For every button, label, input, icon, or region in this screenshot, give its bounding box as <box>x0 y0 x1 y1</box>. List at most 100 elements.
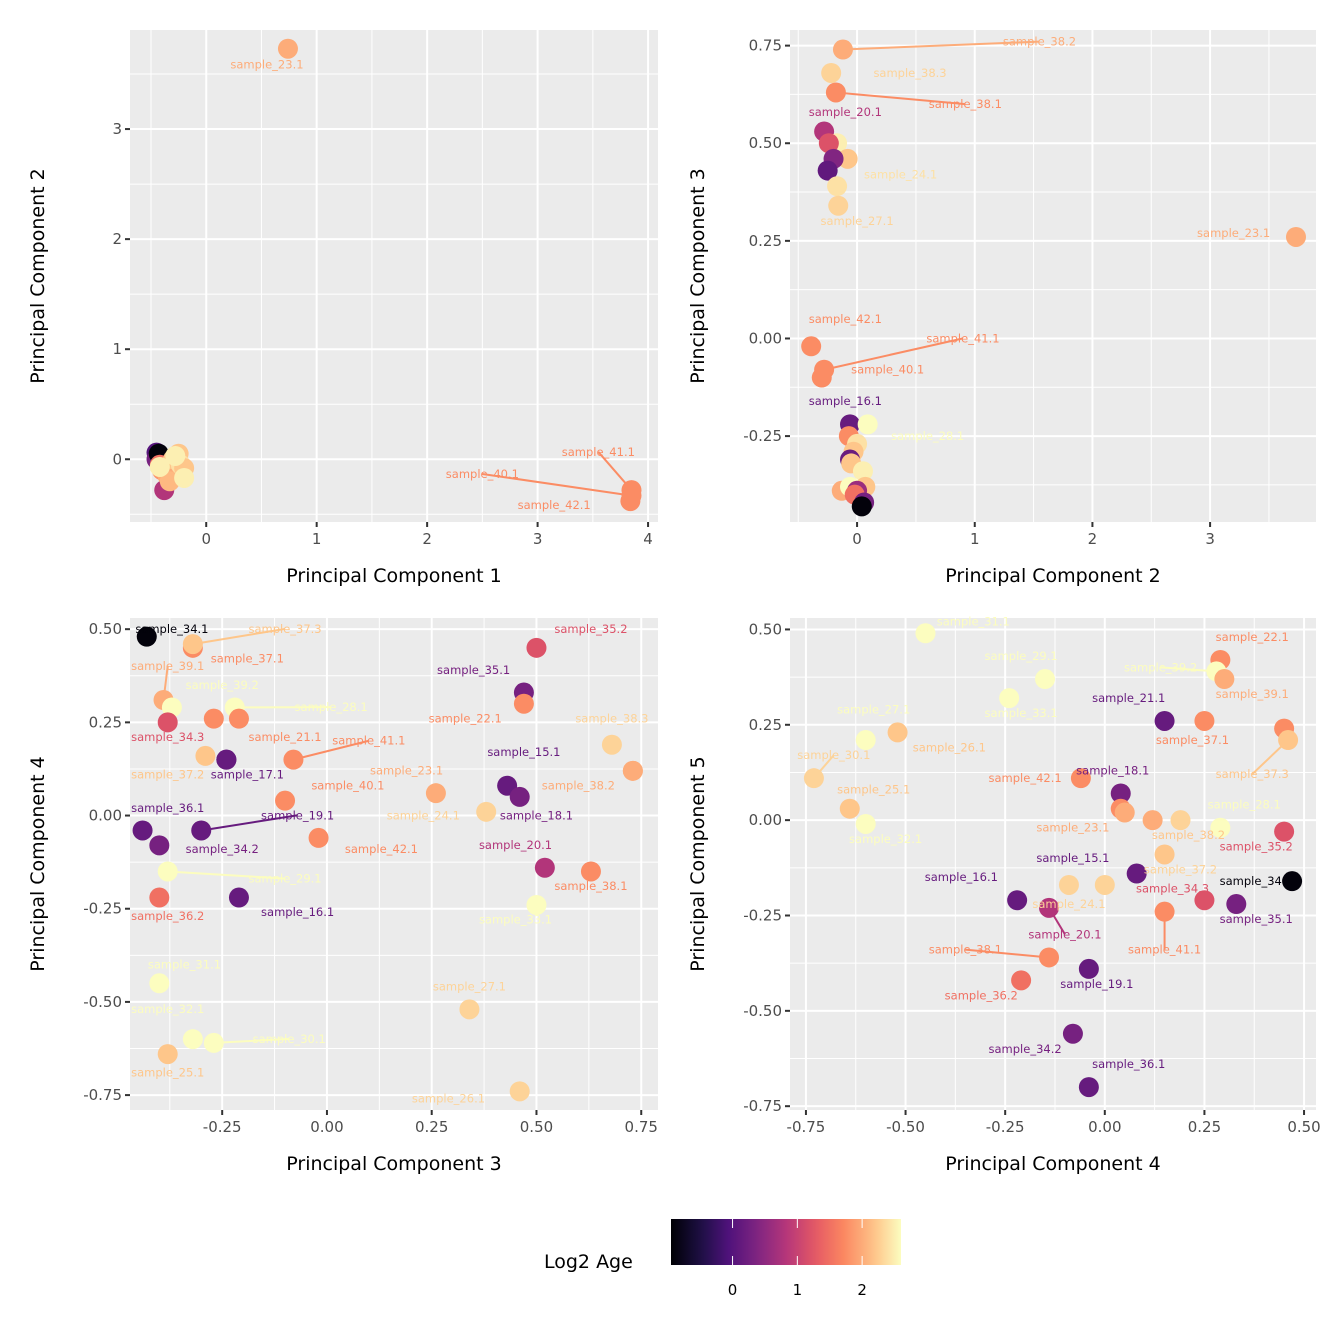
point-label: sample_38.3 <box>873 66 946 80</box>
data-point <box>855 730 876 751</box>
label-segment <box>482 472 632 497</box>
point-label: sample_28.1 <box>891 429 964 443</box>
y-tick-label: 3 <box>112 120 122 138</box>
x-tick-label: 1 <box>312 530 322 548</box>
point-label: sample_39.1 <box>131 659 204 673</box>
data-point <box>1142 810 1163 831</box>
y-tick-label: 0 <box>112 450 122 468</box>
point-label: sample_26.1 <box>412 1092 485 1106</box>
legend-tick-label: 1 <box>793 1281 803 1299</box>
data-point <box>526 637 547 658</box>
point-label: sample_38.2 <box>1003 35 1076 49</box>
point-label: sample_29.1 <box>985 649 1058 663</box>
point-label: sample_24.1 <box>387 808 460 822</box>
y-tick-label: 0.00 <box>89 807 122 825</box>
data-point <box>509 1081 530 1102</box>
label-segment <box>293 739 370 761</box>
point-label: sample_16.1 <box>925 870 998 884</box>
point-label: sample_23.1 <box>370 764 443 778</box>
data-point <box>1194 710 1215 731</box>
data-point <box>1285 226 1306 247</box>
y-tick-label: 0.25 <box>749 716 782 734</box>
point-label: sample_42.1 <box>989 771 1062 785</box>
point-label: sample_36.2 <box>131 909 204 923</box>
x-tick-label: -0.75 <box>787 1118 826 1136</box>
plot-background <box>130 618 658 1110</box>
data-point <box>818 133 839 154</box>
data-point <box>817 160 838 181</box>
data-point <box>1154 710 1175 731</box>
y-axis-title: Principal Component 4 <box>27 756 49 971</box>
point-label: sample_34.3 <box>131 730 204 744</box>
x-tick-label: -0.50 <box>886 1118 925 1136</box>
data-point <box>1154 901 1175 922</box>
label-segment <box>213 1037 290 1044</box>
data-point <box>821 62 842 83</box>
point-label: sample_37.1 <box>211 652 284 666</box>
point-label: sample_41.1 <box>332 734 405 748</box>
data-point <box>1039 947 1060 968</box>
label-segment <box>167 870 286 880</box>
data-point <box>425 783 446 804</box>
point-label: sample_18.1 <box>500 808 573 822</box>
data-point <box>1126 863 1147 884</box>
y-tick-label: 0.25 <box>89 713 122 731</box>
point-label: sample_16.1 <box>261 905 334 919</box>
data-point <box>1170 810 1191 831</box>
y-tick-label: 0.00 <box>749 329 782 347</box>
point-label: sample_33.1 <box>479 913 552 927</box>
point-label: sample_22.1 <box>429 711 502 725</box>
point-label: sample_38.3 <box>575 711 648 725</box>
data-point <box>203 708 224 729</box>
data-point <box>277 38 298 59</box>
x-axis-title: Principal Component 2 <box>945 565 1160 587</box>
x-axis-title: Principal Component 1 <box>286 565 501 587</box>
data-point <box>801 336 822 357</box>
point-label: sample_27.1 <box>837 702 910 716</box>
point-label: sample_37.2 <box>131 767 204 781</box>
x-tick-label: -0.25 <box>986 1118 1025 1136</box>
y-tick-label: 0.00 <box>749 811 782 829</box>
point-label: sample_26.1 <box>913 740 986 754</box>
label-segment <box>835 91 966 106</box>
point-label: sample_24.1 <box>864 167 937 181</box>
point-label: sample_23.1 <box>1036 821 1109 835</box>
data-point <box>1114 802 1135 823</box>
y-axis-title: Principal Component 2 <box>27 168 49 383</box>
point-label: sample_28.1 <box>295 700 368 714</box>
data-point <box>174 467 195 488</box>
data-point <box>136 626 157 647</box>
colorbar <box>671 1219 901 1265</box>
point-label: sample_38.1 <box>929 943 1002 957</box>
label-segment <box>823 337 964 371</box>
label-segment <box>201 814 298 832</box>
point-label: sample_22.1 <box>1216 630 1289 644</box>
point-label: sample_36.1 <box>131 801 204 815</box>
panel-pc3-pc4: -0.25 0.00 0.25 0.50 0.75 0.50 0.25 0.00 -0.25 -0… <box>27 618 658 1175</box>
point-label: sample_34.1 <box>135 622 208 636</box>
data-point <box>832 39 853 60</box>
x-tick-label: 0.00 <box>310 1118 343 1136</box>
point-label: sample_35.1 <box>1220 912 1293 926</box>
data-point <box>1154 844 1175 865</box>
data-point <box>1226 894 1247 915</box>
point-label: sample_37.3 <box>1216 767 1289 781</box>
data-point <box>1011 970 1032 991</box>
point-label: sample_27.1 <box>820 214 893 228</box>
data-point <box>526 895 547 915</box>
data-point <box>803 768 824 789</box>
point-label: sample_41.1 <box>562 445 635 459</box>
point-label: sample_28.1 <box>1208 798 1281 812</box>
point-label: sample_34.2 <box>989 1042 1062 1056</box>
point-label: sample_38.1 <box>929 97 1002 111</box>
y-tick-label: 0.50 <box>749 134 782 152</box>
data-point <box>1007 890 1028 911</box>
data-point <box>182 1029 203 1050</box>
data-point <box>1282 871 1303 892</box>
point-label: sample_15.1 <box>487 745 560 759</box>
point-label: sample_16.1 <box>809 394 882 408</box>
point-label: sample_41.1 <box>1128 943 1201 957</box>
point-label: sample_36.2 <box>945 988 1018 1002</box>
data-point <box>887 722 908 743</box>
data-point <box>275 790 296 811</box>
